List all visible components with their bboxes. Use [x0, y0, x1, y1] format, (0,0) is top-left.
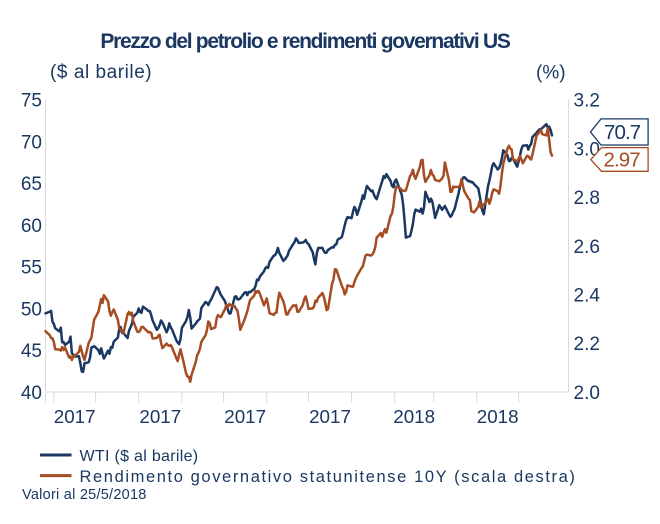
svg-text:60: 60 [21, 216, 42, 237]
svg-text:2.6: 2.6 [574, 237, 600, 258]
svg-text:Valori al 25/5/2018: Valori al 25/5/2018 [22, 487, 147, 503]
svg-text:2018: 2018 [477, 406, 519, 427]
svg-text:WTI ($ al barile): WTI ($ al barile) [80, 448, 199, 465]
svg-text:(%): (%) [536, 63, 566, 84]
svg-text:75: 75 [21, 91, 42, 112]
svg-text:70.7: 70.7 [604, 121, 641, 144]
svg-text:45: 45 [21, 341, 42, 362]
svg-text:55: 55 [21, 258, 42, 279]
svg-text:2.8: 2.8 [574, 188, 600, 209]
svg-text:Prezzo del petrolio e rendimen: Prezzo del petrolio e rendimenti governa… [100, 30, 510, 53]
svg-text:Rendimento governativo statuni: Rendimento governativo statunitense 10Y … [80, 468, 577, 486]
svg-text:2017: 2017 [54, 406, 96, 427]
svg-text:2017: 2017 [224, 406, 266, 427]
svg-text:2.2: 2.2 [574, 334, 600, 355]
svg-text:2017: 2017 [309, 406, 351, 427]
svg-text:3.0: 3.0 [574, 139, 600, 160]
svg-text:65: 65 [21, 174, 42, 195]
svg-text:70: 70 [21, 132, 42, 153]
svg-text:2017: 2017 [139, 406, 181, 427]
svg-text:($ al barile): ($ al barile) [50, 62, 152, 83]
svg-text:50: 50 [21, 299, 42, 320]
svg-text:40: 40 [21, 383, 42, 404]
svg-text:2018: 2018 [393, 406, 435, 427]
svg-text:2.97: 2.97 [604, 149, 641, 172]
svg-text:2.0: 2.0 [574, 383, 600, 404]
svg-text:3.2: 3.2 [574, 91, 600, 112]
svg-text:2.4: 2.4 [574, 286, 601, 307]
